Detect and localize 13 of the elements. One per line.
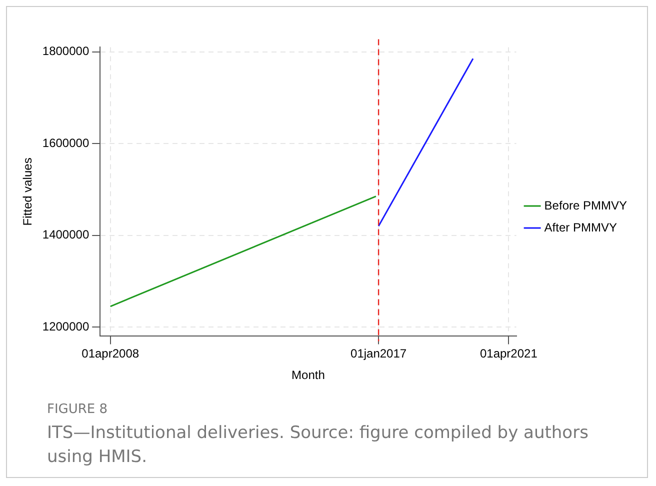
y-tick-label: 1600000 — [42, 136, 90, 150]
y-tick-label: 1200000 — [42, 319, 90, 334]
y-tick-label: 1400000 — [42, 228, 90, 242]
y-tick-label: 1800000 — [42, 44, 90, 58]
x-axis-title: Month — [292, 368, 325, 382]
y-axis-title: Fitted values — [20, 158, 35, 226]
x-tick-label: 01apr2008 — [82, 346, 140, 361]
text: ITS—Institutional deliveries. Source: figure compiled by authors using HMIS. — [47, 422, 590, 469]
caption: FIGURE 8 — [47, 402, 109, 417]
x-tick-label: 01apr2021 — [480, 346, 538, 361]
legend-label: After PMMVY — [544, 220, 617, 234]
x-tick-label: 01jan2017 — [350, 346, 407, 361]
legend-label: Before PMMVY — [544, 198, 628, 212]
